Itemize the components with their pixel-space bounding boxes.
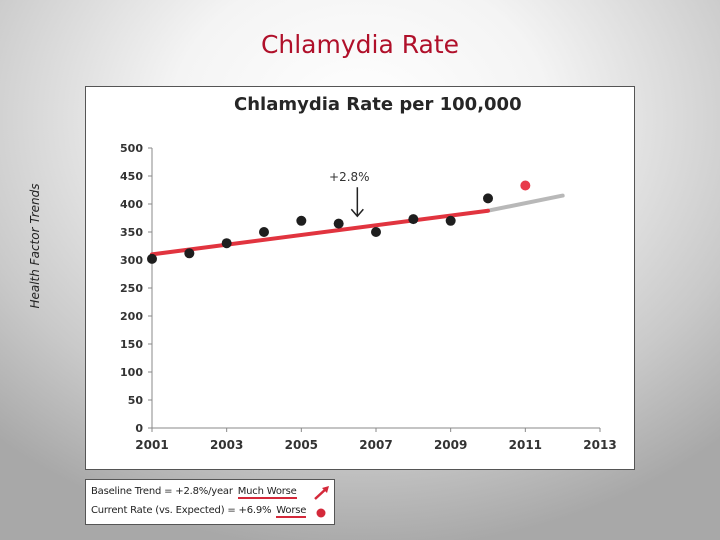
data-point <box>147 253 157 264</box>
slide-title: Chlamydia Rate <box>260 30 460 59</box>
data-point <box>333 218 344 229</box>
x-tick-label: 2005 <box>285 438 318 452</box>
projection-line <box>486 193 565 213</box>
current-rate-dot-icon <box>316 508 326 518</box>
legend-current-status: Worse <box>276 505 307 518</box>
x-tick-label: 2003 <box>210 438 243 452</box>
chart-panel: Chlamydia Rate per 100,000 0 50 100 150 200 2… <box>85 86 635 470</box>
x-tick-label: 2001 <box>135 438 168 452</box>
data-point <box>371 227 381 237</box>
y-tick-label: 300 <box>120 254 143 267</box>
y-tick-label: 100 <box>120 366 143 379</box>
annotation-label: +2.8% <box>329 170 370 184</box>
annotation-arrowhead <box>350 208 364 218</box>
data-point <box>296 215 307 226</box>
y-tick-label: 150 <box>120 338 143 351</box>
data-point <box>483 193 493 204</box>
y-tick-label: 50 <box>128 394 144 407</box>
chart: Chlamydia Rate per 100,000 0 50 100 150 200 2… <box>120 94 617 452</box>
data-point <box>445 215 456 226</box>
side-label: Health Factor Trends <box>28 183 42 309</box>
legend-baseline-status: Much Worse <box>237 486 297 499</box>
y-tick-label: 350 <box>120 226 143 239</box>
data-point <box>259 227 269 237</box>
current-rate-point <box>520 180 531 191</box>
legend-baseline-row: Baseline Trend = +2.8%/year Much Worse <box>91 484 297 500</box>
x-tick-label: 2013 <box>583 438 616 452</box>
trend-line <box>150 208 490 257</box>
y-tick-label: 450 <box>120 170 143 183</box>
y-tick-label: 0 <box>135 422 143 435</box>
x-tick-label: 2009 <box>434 438 467 452</box>
y-tick-label: 500 <box>120 142 143 155</box>
x-tick-label: 2007 <box>359 438 392 452</box>
x-tick-label: 2011 <box>509 438 542 452</box>
legend-current-text: Current Rate (vs. Expected) = +6.9% <box>91 505 272 516</box>
y-tick-label: 250 <box>120 282 143 295</box>
legend-baseline-text: Baseline Trend = +2.8%/year <box>91 486 233 497</box>
data-point <box>221 238 232 249</box>
data-point <box>408 214 419 225</box>
y-tick-label: 200 <box>120 310 143 323</box>
data-point <box>184 248 195 259</box>
legend-current-row: Current Rate (vs. Expected) = +6.9% Wors… <box>91 503 306 519</box>
trend-up-arrow-icon <box>314 486 329 500</box>
legend-box: Baseline Trend = +2.8%/year Much Worse C… <box>85 479 335 525</box>
chart-title: Chlamydia Rate per 100,000 <box>234 94 522 115</box>
y-tick-label: 400 <box>120 198 143 211</box>
